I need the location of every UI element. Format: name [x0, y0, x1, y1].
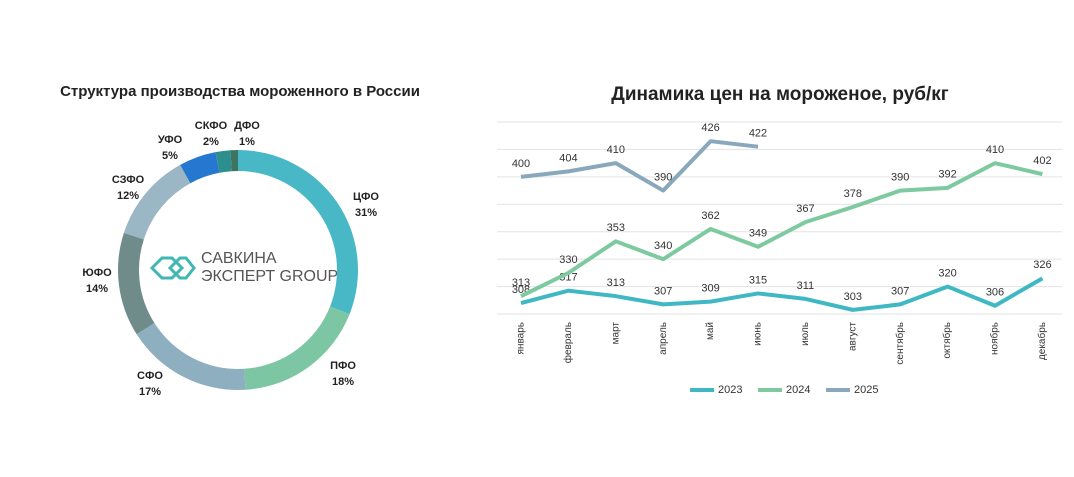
data-label: 392 [938, 169, 956, 181]
segment-name: ЮФО [82, 267, 112, 279]
data-label: 349 [749, 228, 767, 240]
data-label: 307 [654, 285, 672, 297]
data-label: 426 [701, 122, 719, 134]
legend-label: 2025 [854, 384, 878, 396]
donut-segment [244, 306, 350, 390]
segment-name: ДФО [234, 120, 260, 132]
segment-name: СФО [137, 370, 163, 382]
data-label: 340 [654, 240, 672, 252]
data-label: 313 [512, 277, 530, 289]
logo: САВКИНА ЭКСПЕРТ GROUP [149, 250, 338, 285]
segment-name: УФО [158, 134, 183, 146]
x-tick-label: июнь [753, 322, 764, 346]
data-label: 315 [749, 274, 767, 286]
data-label: 390 [891, 171, 909, 183]
x-tick-label: апрель [658, 322, 669, 355]
line-title: Динамика цен на мороженое, руб/кг [611, 84, 948, 105]
legend-label: 2023 [718, 384, 742, 396]
segment-value: 12% [117, 190, 139, 202]
segment-value: 2% [203, 136, 219, 148]
data-label: 410 [986, 144, 1004, 156]
data-label: 313 [607, 277, 625, 289]
legend-label: 2024 [786, 384, 810, 396]
x-tick-label: октябрь [941, 322, 953, 359]
data-label: 303 [844, 291, 862, 303]
segment-name: СКФО [195, 120, 228, 132]
x-tick-label: июль [800, 322, 811, 346]
series-line [520, 139, 759, 193]
segment-value: 17% [139, 386, 161, 398]
pie-title: Структура производства мороженного в Рос… [60, 83, 420, 100]
segment-value: 18% [332, 376, 354, 388]
donut-segment [230, 150, 238, 172]
x-tick-label: февраль [562, 322, 574, 363]
data-label: 330 [559, 254, 577, 266]
data-label: 320 [938, 267, 956, 279]
series-line [520, 161, 1043, 298]
series-line [520, 276, 1044, 312]
donut-segment [136, 323, 246, 390]
data-label: 326 [1033, 259, 1051, 271]
donut-segment [215, 150, 232, 173]
data-label: 422 [749, 128, 767, 140]
donut-segment [118, 232, 155, 335]
logo-text: САВКИНА [201, 250, 277, 267]
x-tick-label: март [610, 322, 621, 345]
x-tick-label: август [847, 322, 858, 351]
data-label: 404 [559, 152, 577, 164]
data-label: 390 [654, 171, 672, 183]
data-label: 367 [796, 203, 814, 215]
segment-name: СЗФО [112, 174, 145, 186]
data-label: 353 [607, 222, 625, 234]
data-label: 410 [607, 144, 625, 156]
data-label: 307 [891, 285, 909, 297]
donut-segment [123, 164, 191, 240]
data-label: 362 [701, 210, 719, 222]
x-tick-label: сентябрь [894, 322, 906, 365]
data-label: 309 [701, 283, 719, 295]
x-tick-label: май [705, 322, 716, 340]
data-label: 306 [986, 287, 1004, 299]
logo-icon [149, 256, 196, 280]
x-tick-label: декабрь [1036, 322, 1048, 360]
donut-segment [238, 150, 358, 315]
data-label: 400 [512, 158, 530, 170]
segment-value: 1% [239, 136, 255, 148]
segment-value: 31% [355, 207, 377, 219]
donut-segment [180, 152, 220, 184]
data-label: 402 [1033, 155, 1051, 167]
segment-name: ПФО [330, 360, 356, 372]
segment-name: ЦФО [353, 191, 379, 203]
segment-value: 5% [162, 150, 178, 162]
logo-text: ЭКСПЕРТ GROUP [201, 268, 338, 285]
data-label: 311 [797, 280, 815, 292]
data-label: 378 [844, 188, 862, 200]
x-tick-label: январь [516, 322, 527, 354]
x-tick-label: ноябрь [989, 322, 1001, 355]
segment-value: 14% [86, 283, 108, 295]
